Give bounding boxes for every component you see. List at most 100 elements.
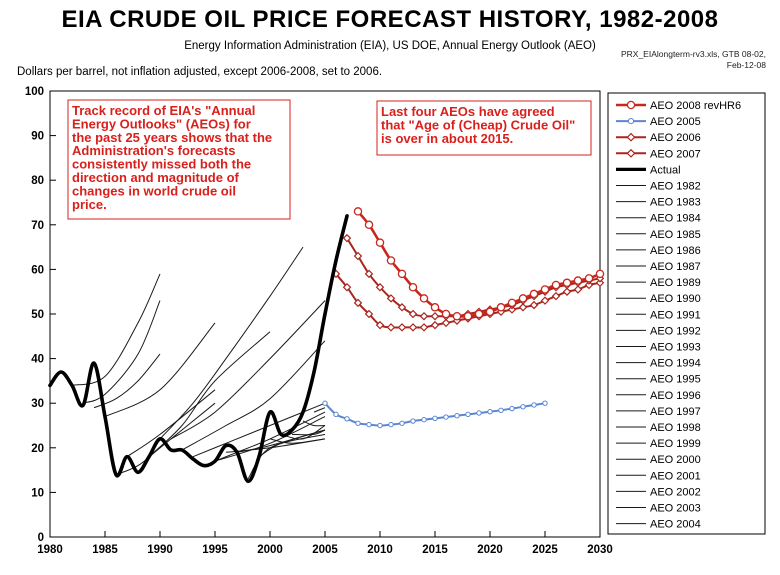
- legend-label: AEO 2007: [650, 148, 701, 160]
- x-tick-label: 2000: [257, 544, 283, 556]
- x-tick-label: 1985: [92, 544, 118, 556]
- legend-item-aeo-1992: AEO 1992: [616, 325, 701, 337]
- data-point: [573, 276, 583, 285]
- legend-label: AEO 1989: [650, 277, 701, 289]
- legend-box: [607, 92, 766, 535]
- legend-item-aeo-1991: AEO 1991: [616, 309, 701, 321]
- legend-marker: [626, 100, 636, 110]
- data-point: [595, 278, 605, 288]
- data-point: [386, 256, 396, 265]
- annotation-frame: [67, 99, 291, 220]
- legend-item-aeo-2007: AEO 2007: [616, 148, 701, 160]
- legend-label: AEO 1985: [650, 229, 701, 241]
- data-point: [386, 294, 396, 303]
- series-line: [71, 273, 161, 386]
- data-point: [443, 414, 449, 420]
- legend-label: AEO 1994: [650, 358, 701, 370]
- legend-label: AEO 2000: [650, 454, 701, 466]
- data-point: [507, 305, 517, 314]
- series-aeo-2000: [269, 438, 326, 444]
- data-point: [452, 311, 462, 321]
- data-point: [595, 269, 605, 279]
- legend-item-aeo-1989: AEO 1989: [616, 277, 701, 289]
- y-tick-label: 100: [25, 86, 44, 98]
- series-line: [192, 402, 326, 458]
- legend-label: AEO 2005: [650, 116, 701, 128]
- data-point: [441, 318, 451, 328]
- data-point: [529, 289, 539, 299]
- series-aeo-1983: [82, 300, 161, 404]
- data-point: [487, 408, 493, 415]
- series-line: [170, 300, 326, 440]
- data-point: [375, 282, 385, 292]
- x-tick-label: 2025: [532, 544, 558, 556]
- data-point: [496, 303, 506, 312]
- legend-label: AEO 2001: [650, 470, 701, 482]
- data-point: [441, 309, 451, 319]
- data-point: [507, 298, 517, 308]
- data-point: [397, 269, 407, 279]
- data-point: [542, 400, 548, 406]
- data-point: [529, 300, 539, 310]
- legend-label: AEO 1984: [650, 213, 701, 225]
- series-line: [181, 340, 326, 451]
- series-aeo-2004: [313, 407, 326, 413]
- series-line: [247, 433, 326, 480]
- data-point: [476, 410, 482, 416]
- y-tick-label: 90: [31, 131, 44, 143]
- legend-item-aeo-1998: AEO 1998: [616, 422, 701, 434]
- data-point: [353, 251, 363, 261]
- series-aeo-1995: [214, 416, 326, 462]
- legend-label: Actual: [650, 164, 681, 176]
- data-point: [397, 303, 407, 312]
- series-line: [313, 407, 326, 413]
- legend-item-aeo-1993: AEO 1993: [616, 342, 701, 354]
- data-point: [364, 309, 374, 319]
- y-tick-label: 40: [31, 354, 44, 366]
- y-tick-label: 10: [31, 487, 44, 499]
- data-point: [353, 207, 363, 216]
- annotation-text: Track record of EIA's "Annual: [72, 103, 255, 118]
- legend-label: AEO 1997: [650, 406, 701, 418]
- source-note: PRX_EIAlongterm-rv3.xls, GTB 08-02, Feb-…: [620, 49, 766, 70]
- data-point: [430, 320, 440, 330]
- data-point: [375, 320, 385, 330]
- y-tick-label: 50: [31, 309, 44, 321]
- legend-item-aeo-1999: AEO 1999: [616, 438, 701, 450]
- data-point: [540, 296, 550, 305]
- data-point: [430, 311, 440, 321]
- data-point: [419, 311, 429, 321]
- x-tick-label: 2020: [477, 544, 503, 556]
- data-point: [432, 415, 438, 422]
- series-aeo-2002: [291, 429, 326, 436]
- data-point: [399, 420, 405, 426]
- legend-label: AEO 2008 revHR6: [650, 100, 741, 112]
- data-point: [573, 285, 583, 294]
- y-tick-label: 70: [31, 220, 44, 232]
- y-tick-label: 60: [31, 264, 44, 276]
- data-point: [410, 418, 416, 424]
- x-tick-label: 2005: [312, 544, 338, 556]
- data-point: [344, 416, 350, 422]
- data-point: [518, 303, 528, 312]
- legend-item-aeo-1995: AEO 1995: [616, 374, 701, 386]
- x-tick-label: 1980: [37, 544, 63, 556]
- legend-item-aeo-1983: AEO 1983: [616, 197, 701, 209]
- x-tick-label: 1995: [202, 544, 228, 556]
- legend-item-aeo-2008-revhr6: AEO 2008 revHR6: [616, 100, 741, 112]
- annotation-frame: [376, 100, 592, 156]
- data-point: [386, 323, 396, 332]
- legend-item-aeo-2005: AEO 2005: [616, 116, 701, 128]
- annotation-text: that "Age of (Cheap) Crude Oil": [381, 117, 575, 132]
- series-aeo-2005: [322, 400, 548, 429]
- data-point: [454, 412, 460, 419]
- series-line: [104, 322, 216, 418]
- legend-marker: [627, 118, 635, 125]
- annotation-text: consistently missed both the: [72, 157, 251, 172]
- data-point: [584, 280, 594, 290]
- legend-label: AEO 1990: [650, 293, 701, 305]
- legend-label: AEO 1987: [650, 261, 701, 273]
- annotation-text: Energy Outlooks" (AEOs) for: [72, 116, 251, 131]
